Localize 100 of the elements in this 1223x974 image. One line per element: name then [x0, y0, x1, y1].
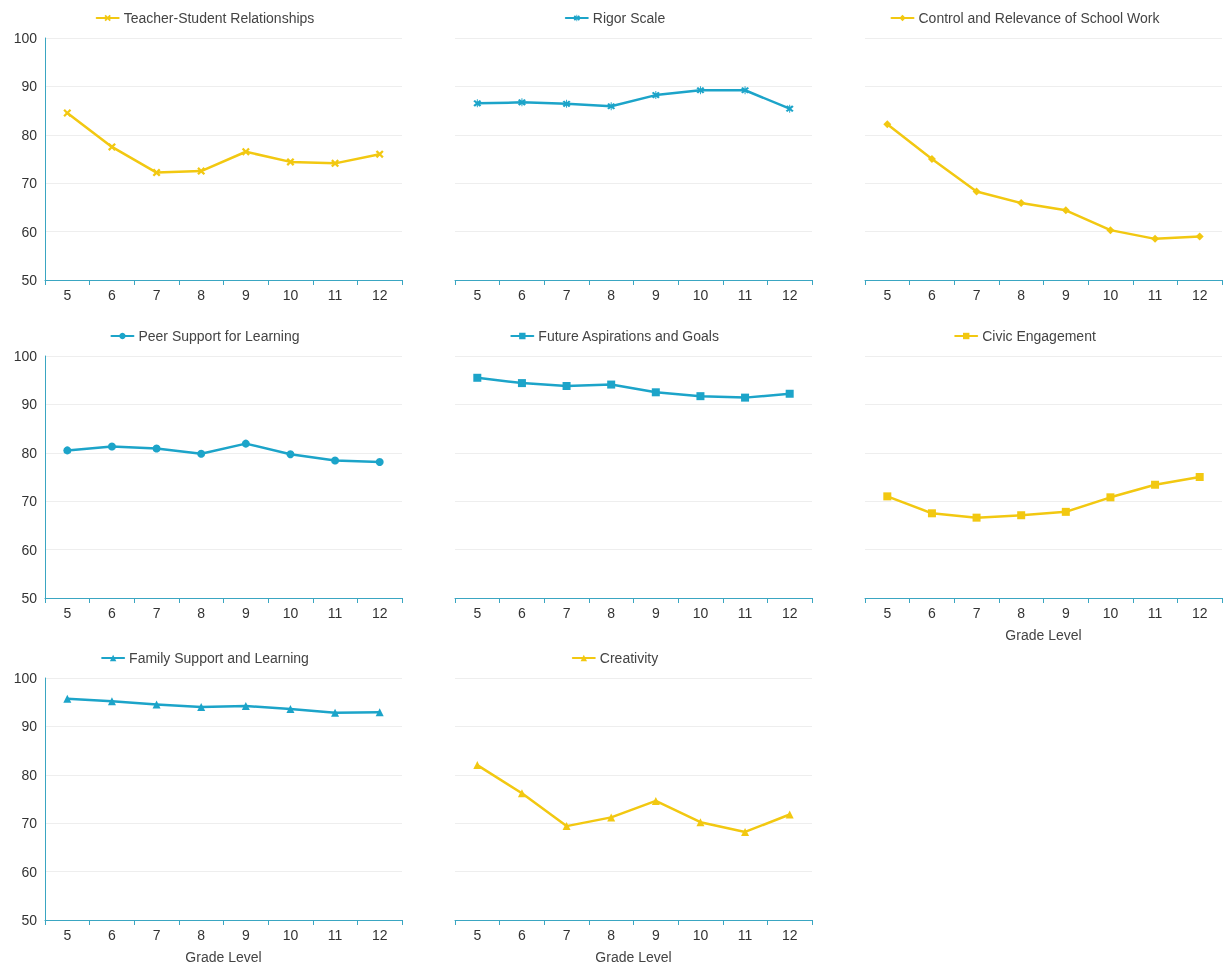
x-tick-label: 8: [607, 927, 616, 943]
x-tick-label: 6: [108, 287, 117, 303]
point: [241, 702, 250, 711]
x-tick-label: 12: [781, 287, 798, 303]
point: [741, 86, 750, 95]
point: [107, 142, 116, 151]
x-tick-label: 11: [327, 287, 343, 303]
x-tick-label: 11: [1147, 605, 1163, 621]
y-tick-label: 60: [21, 223, 38, 240]
x-tick-label: 9: [1061, 287, 1070, 303]
x-tick-label: 5: [63, 287, 72, 303]
x-tick-label: 5: [883, 287, 892, 303]
point: [152, 444, 161, 453]
point: [331, 159, 340, 168]
y-tick-label: 70: [21, 175, 38, 192]
point: [241, 147, 250, 156]
x-tick-label: 5: [473, 927, 482, 943]
point: [63, 694, 72, 703]
point: [107, 442, 116, 451]
point: [1106, 226, 1115, 235]
x-tick-label: 11: [737, 287, 753, 303]
point: [1151, 234, 1160, 243]
point: [607, 380, 616, 389]
y-tick-label: 100: [13, 30, 38, 46]
y-tick-label: 80: [21, 766, 38, 783]
x-tick-label: 6: [518, 927, 527, 943]
point: [741, 827, 750, 836]
point: [517, 379, 526, 388]
x-tick-label: 5: [63, 605, 72, 621]
x-tick-label: 11: [737, 927, 753, 943]
point: [1061, 206, 1070, 215]
x-tick-label: 6: [928, 287, 937, 303]
point: [562, 99, 571, 108]
x-tick-label: 9: [651, 605, 660, 621]
point: [972, 187, 981, 196]
x-tick-label: 6: [108, 605, 117, 621]
x-tick-label: 6: [518, 287, 527, 303]
point: [197, 449, 206, 458]
point: [375, 458, 384, 466]
point: [1061, 507, 1070, 516]
x-tick-label: 9: [651, 927, 660, 943]
x-tick-label: 7: [562, 605, 571, 621]
x-tick-label: 5: [883, 605, 892, 621]
point: [741, 393, 750, 402]
x-tick-label: 11: [737, 605, 753, 621]
x-tick-label: 8: [197, 605, 206, 621]
x-tick-label: 10: [692, 927, 709, 943]
point: [152, 700, 161, 709]
point: [63, 109, 72, 118]
x-tick-label: 10: [282, 927, 299, 943]
point: [651, 388, 660, 397]
y-tick-label: 70: [21, 815, 38, 832]
y-tick-label: 60: [21, 863, 38, 880]
point: [1017, 199, 1026, 208]
y-tick-label: 90: [21, 718, 38, 735]
y-tick-label: 50: [21, 590, 38, 606]
x-tick-label: 12: [781, 927, 798, 943]
point: [197, 703, 206, 712]
x-tick-label: 9: [1061, 605, 1070, 621]
x-tick-label: 10: [1102, 605, 1119, 621]
y-tick-label: 80: [21, 126, 38, 143]
point: [972, 513, 981, 522]
point: [562, 382, 571, 391]
x-tick-label: 7: [972, 287, 981, 303]
y-tick-label: 100: [13, 670, 38, 686]
x-tick-label: 12: [371, 605, 388, 621]
point: [286, 450, 295, 459]
x-tick-label: 12: [371, 287, 388, 303]
x-tick-label: 10: [692, 605, 709, 621]
point: [241, 439, 250, 448]
x-tick-label: 10: [282, 605, 299, 621]
x-tick-label: 5: [473, 605, 482, 621]
x-tick-label: 7: [152, 605, 161, 621]
legend-label: Rigor Scale: [592, 10, 666, 26]
point: [696, 818, 705, 827]
y-tick-label: 100: [13, 348, 38, 364]
y-tick-label: 60: [21, 541, 38, 558]
y-tick-label: 90: [21, 396, 38, 413]
point: [331, 708, 340, 717]
x-tick-label: 5: [63, 927, 72, 943]
x-tick-label: 8: [1017, 605, 1026, 621]
x-axis-title: Grade Level: [595, 949, 672, 965]
point: [562, 822, 571, 831]
point: [517, 789, 526, 798]
point: [517, 98, 526, 107]
point: [883, 120, 892, 129]
y-tick-label: 70: [21, 493, 38, 510]
legend-label: Teacher-Student Relationships: [123, 10, 315, 26]
point: [1017, 511, 1026, 520]
x-tick-label: 8: [1017, 287, 1026, 303]
x-tick-label: 12: [1191, 287, 1208, 303]
x-tick-label: 7: [152, 287, 161, 303]
x-axis-title: Grade Level: [1005, 627, 1082, 643]
point: [927, 509, 936, 518]
legend-label: Family Support and Learning: [129, 650, 309, 666]
point: [107, 697, 116, 706]
point: [651, 796, 660, 805]
x-tick-label: 7: [562, 287, 571, 303]
point: [473, 373, 482, 382]
x-tick-label: 10: [282, 287, 299, 303]
